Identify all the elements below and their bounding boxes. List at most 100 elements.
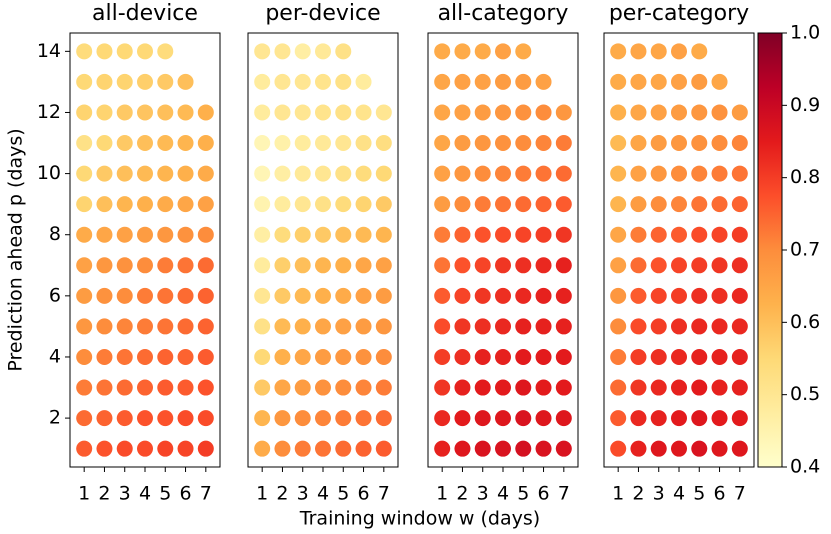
dot — [731, 104, 748, 121]
dot — [630, 318, 647, 335]
dot — [274, 165, 291, 182]
dot — [671, 257, 687, 274]
dot — [610, 196, 627, 213]
dot — [454, 43, 471, 60]
dot — [96, 287, 113, 304]
dot — [555, 440, 572, 457]
dot — [474, 379, 491, 396]
dot — [650, 196, 667, 213]
dot — [274, 104, 291, 121]
dot — [294, 287, 311, 304]
y-tick-label: 12 — [37, 101, 61, 123]
dot — [254, 43, 271, 60]
dot — [495, 440, 511, 457]
dot — [335, 379, 352, 396]
dot — [535, 348, 552, 365]
dot — [610, 379, 627, 396]
dot — [671, 410, 687, 427]
dot — [76, 379, 93, 396]
dot — [731, 410, 748, 427]
dot — [335, 43, 352, 60]
dot — [731, 135, 748, 152]
panel-title: per-device — [265, 1, 380, 26]
dot — [294, 73, 311, 90]
dot — [474, 348, 491, 365]
x-tick-label: 4 — [673, 483, 685, 505]
dot — [691, 318, 708, 335]
dot — [96, 318, 113, 335]
dot — [137, 73, 153, 90]
dot — [197, 318, 214, 335]
dot — [454, 379, 471, 396]
dot — [650, 348, 667, 365]
dot — [116, 410, 133, 427]
panel-frame — [247, 32, 399, 468]
dot — [76, 410, 93, 427]
dot — [254, 226, 271, 243]
dot — [711, 226, 728, 243]
dot — [294, 135, 311, 152]
dot — [515, 135, 532, 152]
x-tick-label: 5 — [337, 483, 349, 505]
dot — [535, 104, 552, 121]
dot — [375, 135, 392, 152]
dot — [495, 348, 511, 365]
dot — [137, 104, 153, 121]
dot — [335, 318, 352, 335]
dot — [137, 440, 153, 457]
dot — [96, 104, 113, 121]
dot — [197, 287, 214, 304]
dot — [671, 226, 687, 243]
dot — [274, 73, 291, 90]
dot — [157, 287, 174, 304]
dot — [495, 379, 511, 396]
dot — [254, 257, 271, 274]
dot — [375, 410, 392, 427]
dot — [555, 165, 572, 182]
x-tick-label: 4 — [139, 483, 151, 505]
x-tick-label: 3 — [477, 483, 489, 505]
dot — [495, 196, 511, 213]
dot — [355, 135, 372, 152]
dot — [274, 318, 291, 335]
dot — [515, 43, 532, 60]
dot — [495, 73, 511, 90]
dot — [76, 318, 93, 335]
dot — [454, 73, 471, 90]
dot — [355, 410, 372, 427]
x-tick-label: 5 — [693, 483, 705, 505]
dot — [555, 196, 572, 213]
x-tick-label: 3 — [297, 483, 309, 505]
x-tick-label: 4 — [317, 483, 329, 505]
dot — [254, 196, 271, 213]
dot — [96, 348, 113, 365]
dot — [515, 440, 532, 457]
dot — [495, 43, 511, 60]
x-tick-label: 3 — [653, 483, 665, 505]
dot — [355, 104, 372, 121]
dot — [294, 318, 311, 335]
dot — [535, 257, 552, 274]
colorbar — [757, 32, 783, 468]
dot — [535, 196, 552, 213]
y-tick-label: 14 — [37, 40, 61, 62]
dot — [254, 73, 271, 90]
dot — [434, 287, 451, 304]
dot — [335, 165, 352, 182]
dot — [177, 410, 194, 427]
dot — [691, 104, 708, 121]
dot — [454, 287, 471, 304]
dot — [671, 440, 687, 457]
dot — [474, 104, 491, 121]
dot — [315, 348, 331, 365]
dot — [731, 348, 748, 365]
dot — [630, 43, 647, 60]
dot — [731, 440, 748, 457]
dot — [355, 440, 372, 457]
dot — [294, 379, 311, 396]
dot — [116, 196, 133, 213]
dot — [671, 348, 687, 365]
x-tick-label: 2 — [632, 483, 644, 505]
dot — [434, 165, 451, 182]
dot — [274, 43, 291, 60]
